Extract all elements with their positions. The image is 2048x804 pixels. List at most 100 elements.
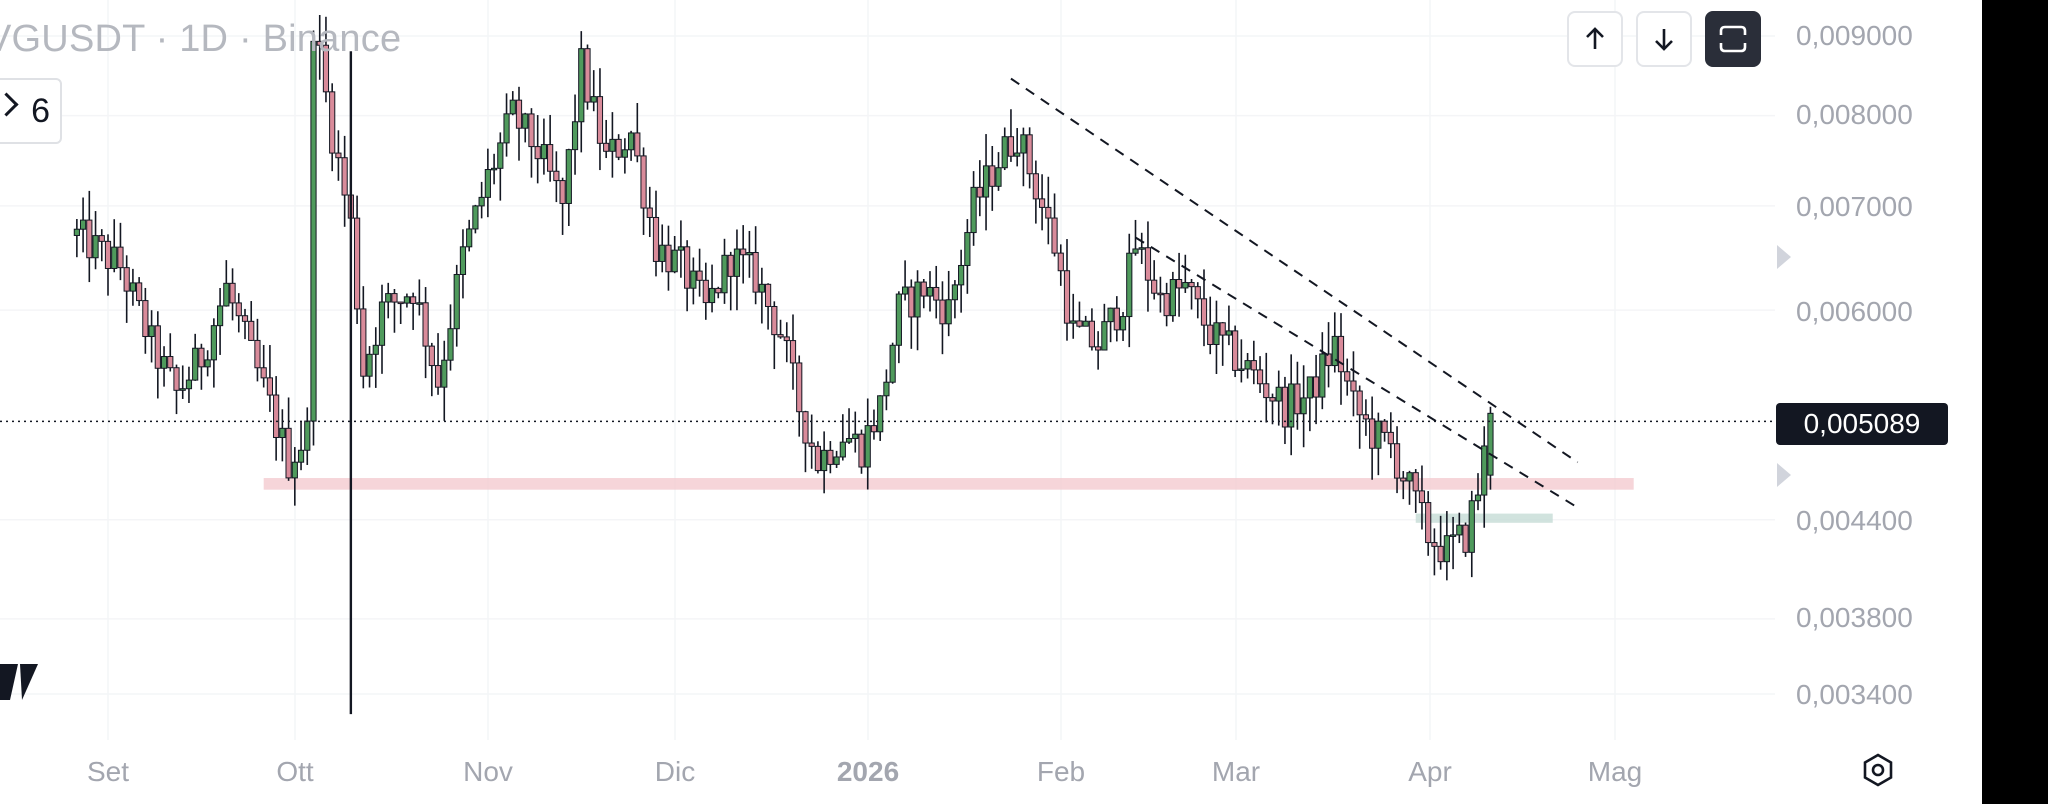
candle-down (422, 302, 429, 347)
time-tick: Feb (1036, 756, 1086, 787)
candle-up (490, 167, 498, 171)
candle-up (1456, 524, 1463, 536)
candle-down (764, 283, 772, 307)
candle-up (721, 254, 728, 294)
candle-up (671, 249, 678, 273)
candle-down (1369, 418, 1376, 449)
candle-down (154, 325, 161, 369)
candle-down (142, 300, 149, 338)
candle-down (1200, 298, 1208, 326)
candle-down (528, 113, 535, 148)
candle-down (1462, 524, 1469, 553)
candle-up (1443, 535, 1450, 563)
candle-up (210, 325, 217, 361)
candle-up (497, 142, 504, 169)
candle-up (416, 302, 423, 305)
candle-down (1038, 198, 1046, 208)
candle-down (1425, 502, 1432, 544)
candle-down (920, 281, 927, 297)
candle-up (852, 433, 859, 440)
candle-up (1213, 322, 1220, 346)
candle-down (1294, 383, 1301, 415)
candle-up (571, 121, 579, 151)
candle-up (522, 113, 529, 129)
candle-up (297, 449, 305, 463)
candle-down (1362, 414, 1370, 420)
candle-down (173, 367, 180, 391)
candle-up (609, 138, 616, 152)
candle-up (92, 235, 99, 259)
candle-up (204, 359, 211, 368)
candle-up (1119, 316, 1127, 331)
candle-up (565, 149, 572, 204)
candle-down (428, 345, 435, 367)
price-tick: 0,006000 (1796, 296, 1913, 327)
candle-down (789, 340, 797, 364)
candle-down (1263, 383, 1270, 399)
candle-up (509, 99, 516, 115)
candle-down (1412, 472, 1419, 492)
candle-down (740, 248, 747, 256)
candle-up (1070, 320, 1077, 324)
candle-down (285, 427, 292, 479)
indicator-count: 6 (31, 91, 50, 130)
candle-down (1095, 346, 1102, 351)
scroll-marker-icon[interactable] (1777, 245, 1791, 269)
candle-up (895, 293, 902, 346)
candle-down (827, 449, 834, 465)
candle-down (1356, 390, 1363, 416)
candle-down (229, 282, 236, 304)
candle-up (1169, 279, 1176, 317)
candle-down (702, 279, 709, 304)
candle-down (684, 246, 691, 289)
candle-up (310, 40, 317, 422)
settings-icon[interactable] (1860, 752, 1896, 788)
candle-down (397, 301, 404, 305)
candle-up (540, 144, 548, 160)
candle-up (129, 282, 137, 292)
candle-down (167, 356, 174, 369)
time-tick: Nov (463, 756, 513, 787)
candle-up (1319, 353, 1326, 398)
fullscreen-button[interactable] (1705, 11, 1761, 67)
candle-up (385, 293, 392, 303)
candle-down (123, 267, 130, 292)
candle-down (254, 339, 261, 369)
candle-up (982, 165, 990, 198)
candle-down (1076, 320, 1083, 327)
candle-down (241, 315, 249, 322)
candle-up (958, 264, 965, 286)
candle-down (98, 235, 105, 242)
candle-down (316, 40, 323, 46)
candle-down (547, 144, 554, 172)
candle-down (933, 286, 940, 301)
candle-up (1474, 494, 1482, 502)
time-tick: 2026 (836, 756, 900, 787)
candle-down (1051, 217, 1058, 254)
candle-up (590, 96, 597, 103)
candle-up (223, 282, 230, 307)
candle-down (235, 302, 242, 317)
tradingview-logo-icon (0, 664, 38, 700)
candle-down (802, 411, 809, 444)
candle-down (1007, 136, 1015, 157)
candle-down (559, 180, 566, 204)
candle-up (160, 356, 168, 369)
candle-down (752, 252, 759, 293)
candle-up (1082, 320, 1089, 327)
scroll-up-button[interactable] (1567, 11, 1623, 67)
candle-up (901, 286, 909, 295)
arrow-down-icon (1655, 29, 1673, 51)
indicator-collapse-button[interactable]: 6 (0, 78, 62, 144)
candle-down (353, 217, 361, 310)
candle-down (1207, 324, 1214, 346)
candle-up (864, 425, 871, 468)
scroll-marker-icon[interactable] (1777, 463, 1791, 487)
candle-up (690, 270, 697, 289)
candle-up (484, 169, 491, 198)
candle-down (198, 347, 205, 368)
scroll-down-button[interactable] (1636, 11, 1692, 67)
candle-up (839, 441, 846, 458)
trendline (1134, 236, 1579, 509)
